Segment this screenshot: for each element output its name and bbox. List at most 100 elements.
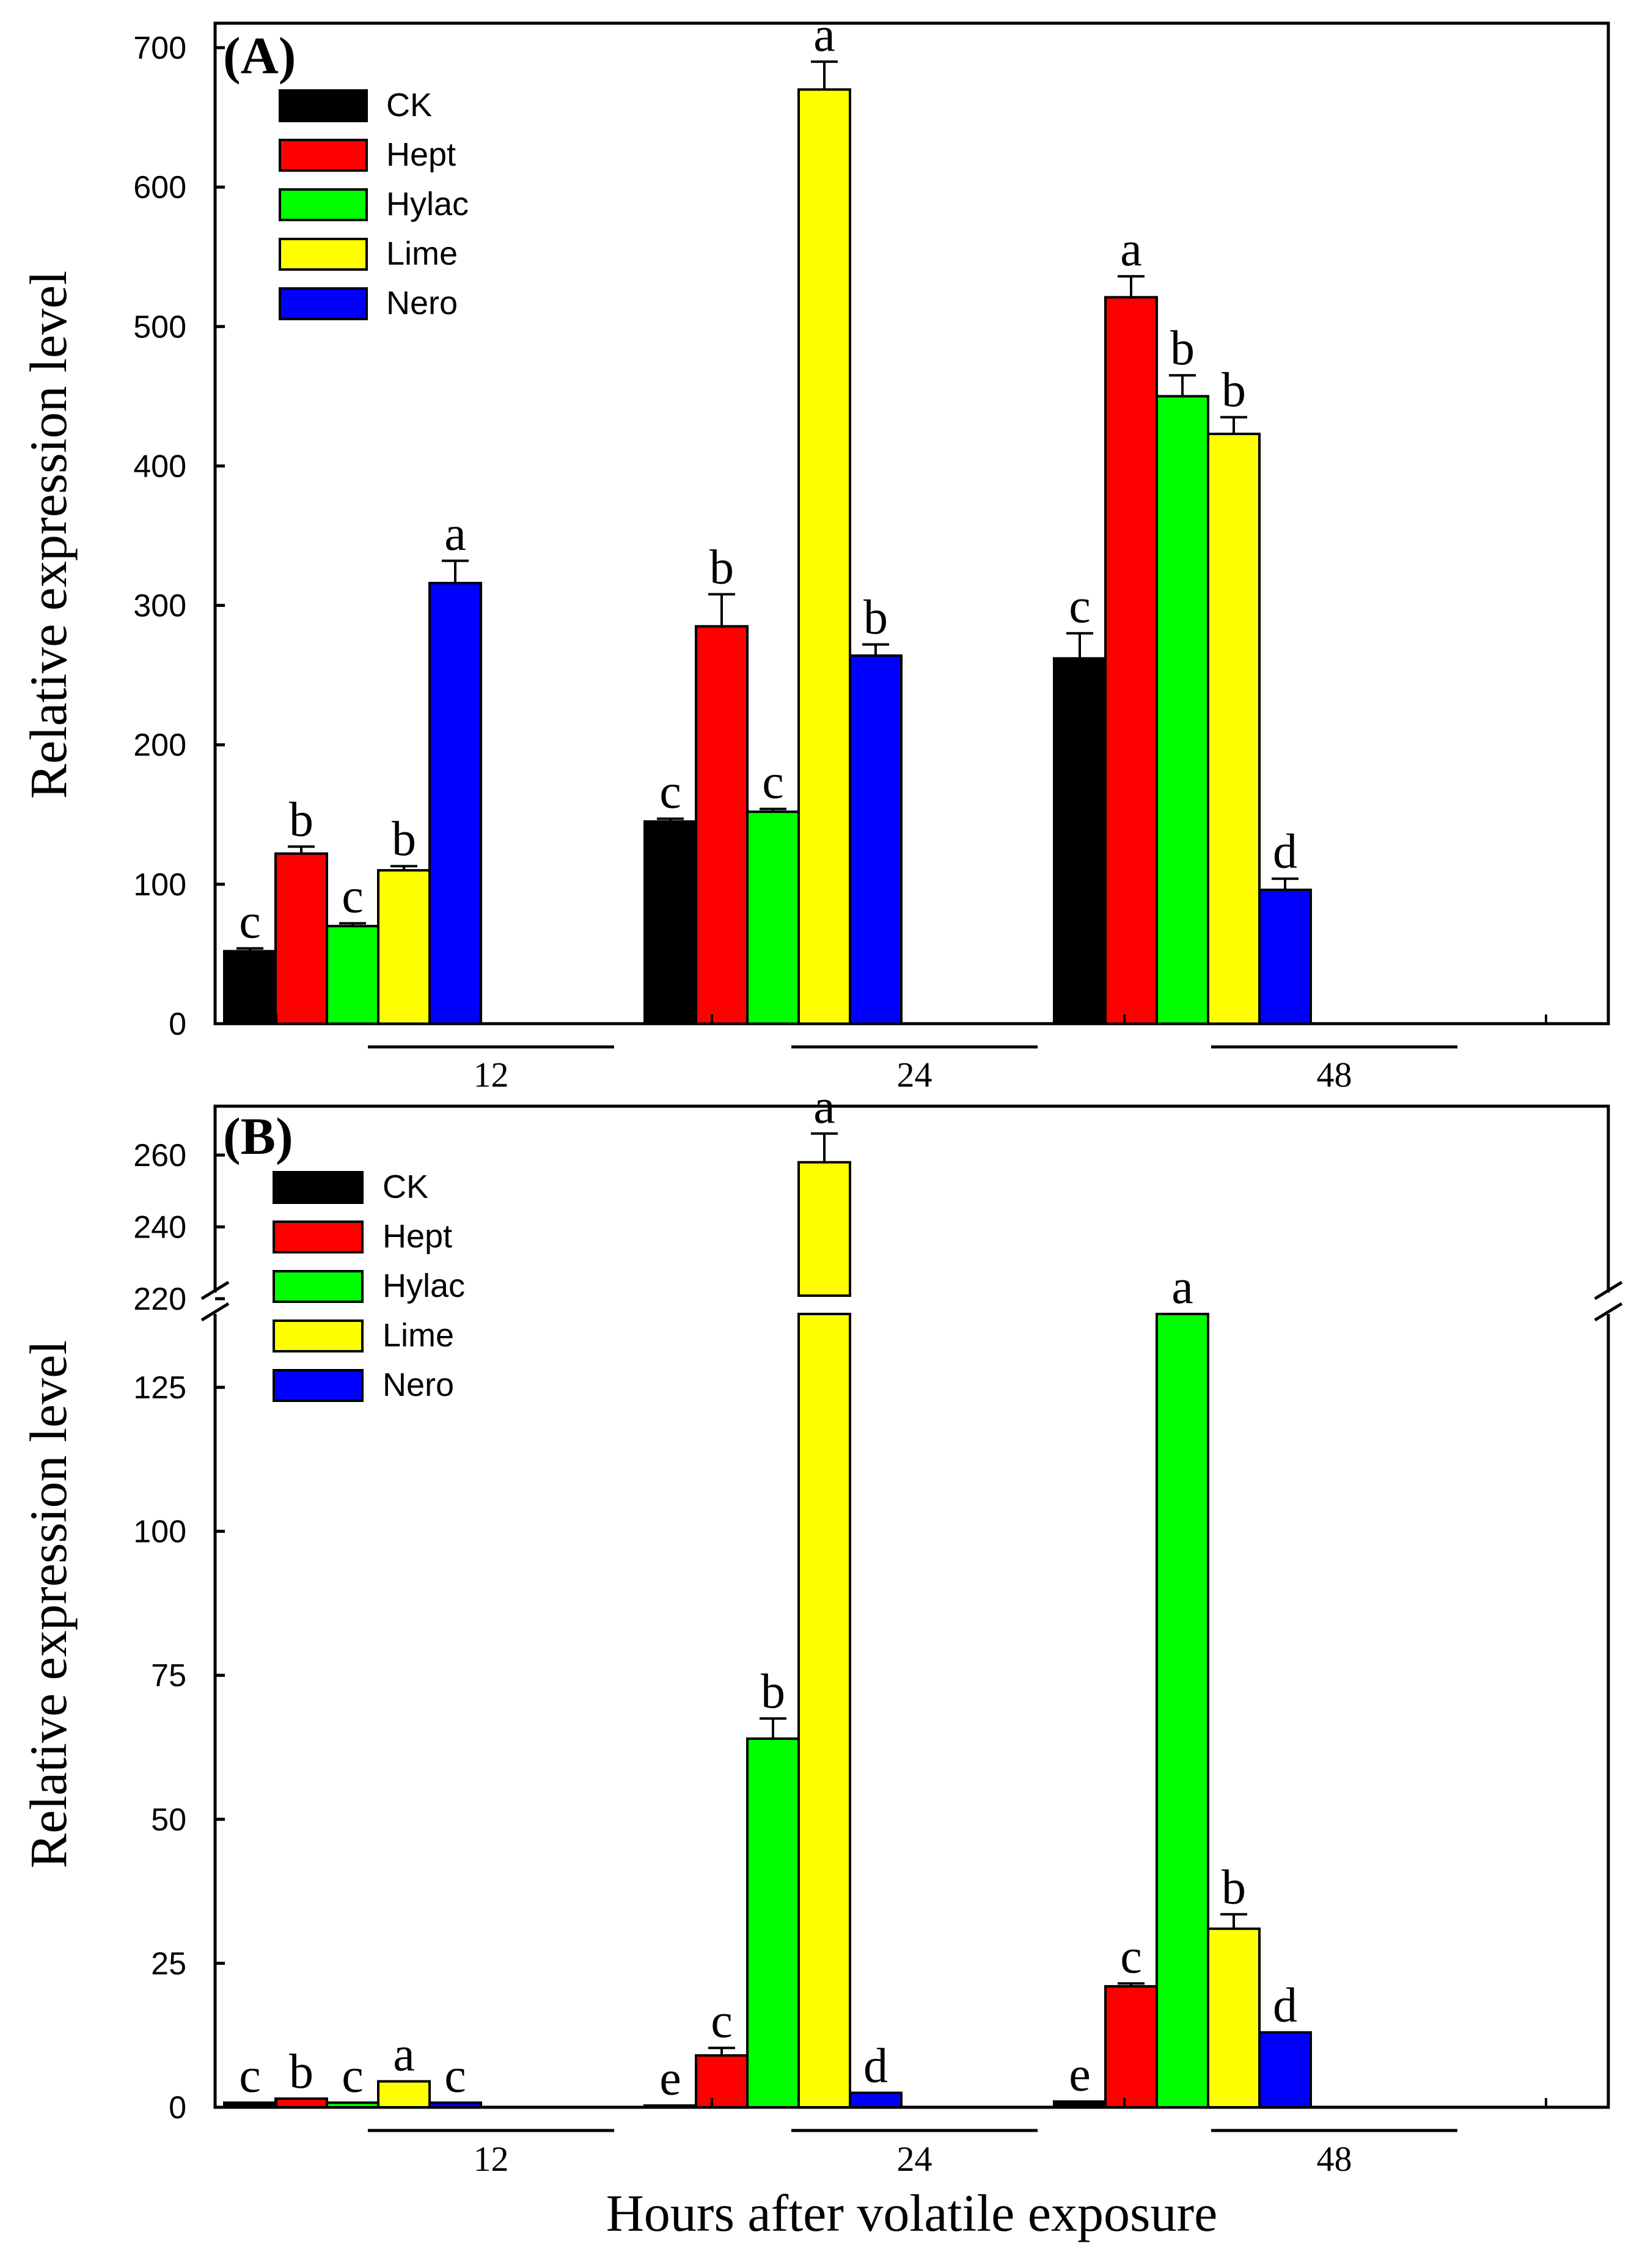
panel-b-bar-lime xyxy=(1207,1927,1261,2108)
panel-b-bar-ck xyxy=(1053,2100,1107,2108)
panel-a-legend-swatch-ck xyxy=(279,89,368,122)
panel-a-bar-lime xyxy=(377,869,431,1025)
panel-a-significance-letter: b xyxy=(289,793,313,846)
panel-a-x-axis: 12 24 48 xyxy=(275,1015,1547,1095)
panel-b-legend-label: Hylac xyxy=(383,1268,465,1304)
panel-a-bar-ck xyxy=(223,950,277,1026)
panel-b-significance-letter: c xyxy=(342,2049,364,2102)
panel-a-significance-letter: a xyxy=(444,507,466,561)
panel-a-x-tick-label: 12 xyxy=(474,1055,509,1095)
panel-b-bar-lime-upper xyxy=(797,1161,851,1297)
panel-a-legend-swatch-nero xyxy=(279,287,368,320)
panel-a-y-tick-label: 600 xyxy=(133,170,186,205)
panel-a-y-tick-label: 100 xyxy=(133,867,186,903)
panel-a-bar-hylac xyxy=(746,810,800,1026)
panel-b-bar-lime xyxy=(797,1313,851,2108)
panel-a-x-tick-label: 24 xyxy=(897,1055,932,1095)
panel-a-legend-label: Lime xyxy=(386,235,458,272)
panel-b-x-tick-label: 48 xyxy=(1317,2139,1352,2179)
panel-a-significance-letter: b xyxy=(709,540,734,594)
panel-b-legend-label: Nero xyxy=(383,1367,454,1403)
panel-a-frame xyxy=(213,21,1610,1026)
panel-b-y-tick-label: 75 xyxy=(151,1658,186,1694)
panel-b-significance-letter: b xyxy=(761,1665,785,1719)
panel-a-legend-label: Nero xyxy=(386,285,458,321)
panel-b-significance-letter: d xyxy=(1273,1978,1297,2032)
panel-b-frame-left-lower xyxy=(213,1314,1610,2109)
panel-b-legend-swatch-nero xyxy=(273,1369,364,1402)
panel-b-legend-swatch-ck xyxy=(273,1171,364,1204)
panel-a-significance-letter: a xyxy=(1120,222,1142,276)
panel-a-significance-letter: b xyxy=(392,812,416,866)
panel-a-significance-letter: c xyxy=(762,755,784,809)
panel-a-legend-swatch-hept xyxy=(279,139,368,172)
panel-b-significance-letter: d xyxy=(863,2039,888,2093)
panel-b-bar-ck xyxy=(223,2101,277,2108)
panel-b-bar-hylac xyxy=(1156,1313,1209,2108)
panel-a-label: (A) xyxy=(223,26,296,85)
panel-b-label: (B) xyxy=(223,1107,293,1165)
panel-b-legend-label: Hept xyxy=(383,1218,452,1255)
panel-b-significance-letter: c xyxy=(444,2049,466,2102)
panel-a-legend-label: Hept xyxy=(386,136,456,173)
panel-a-significance-letter: c xyxy=(1069,579,1091,633)
panel-b-bar-hept xyxy=(1104,1985,1158,2108)
panel-a-y-tick-label: 500 xyxy=(133,309,186,345)
panel-a-legend: CK Hept Hylac Lime Nero xyxy=(279,87,469,321)
panel-a-bar-lime xyxy=(1207,432,1261,1025)
panel-a-x-tick-label: 48 xyxy=(1317,1055,1352,1095)
panel-b-significance-letter: a xyxy=(813,1080,835,1134)
panel-b-significance-letter: e xyxy=(1069,2048,1091,2102)
panel-b-bar-ck xyxy=(643,2104,697,2109)
panel-a-bar-hept xyxy=(1104,296,1158,1025)
panel-b-legend-swatch-hylac xyxy=(273,1270,364,1303)
panel-a-bar-nero xyxy=(849,654,903,1025)
panel-a-bar-hylac xyxy=(1156,395,1209,1025)
panel-b-x-tick-label: 24 xyxy=(897,2139,932,2179)
panel-b-significance-letter: b xyxy=(289,2045,313,2099)
panel-b-significance-letter: a xyxy=(1171,1260,1193,1314)
panel-a-significance-letter: d xyxy=(1273,825,1297,879)
panel-a-bar-lime xyxy=(797,88,851,1025)
panel-a-significance-letter: b xyxy=(863,590,888,644)
panel-b-y-tick-label: 50 xyxy=(151,1802,186,1838)
panel-b-y-tick-label: 240 xyxy=(133,1210,186,1246)
panel-a-legend-swatch-hylac xyxy=(279,188,368,221)
panel-b-y-axis-title: Relative expression level xyxy=(19,1340,78,1869)
panel-b-bar-hept xyxy=(274,2097,328,2109)
panel-b-y-tick-label: 25 xyxy=(151,1946,186,1981)
panel-b-legend-label: CK xyxy=(383,1169,428,1205)
panel-a-bar-ck xyxy=(643,820,697,1025)
panel-b-y-tick-label: 125 xyxy=(133,1370,186,1406)
panel-a-significance-letter: b xyxy=(1170,321,1195,375)
panel-b-bar-nero xyxy=(849,2091,903,2108)
panel-a-bar-nero xyxy=(1258,888,1312,1026)
panel-a-bar-hept xyxy=(695,625,749,1025)
panel-a-y-axis: 0 100 200 300 400 500 600 700 xyxy=(133,31,225,1042)
panel-b-bar-hylac xyxy=(746,1737,800,2108)
panel-b-bar-nero xyxy=(428,2101,482,2108)
panel-b-legend-swatch-hept xyxy=(273,1220,364,1253)
panel-b-y-tick-label: 100 xyxy=(133,1514,186,1550)
panel-a-y-tick-label: 200 xyxy=(133,728,186,763)
panel-a-y-tick-label: 700 xyxy=(133,31,186,66)
panel-b-frame-left-upper xyxy=(213,1104,1610,1293)
panel-b-bar-nero xyxy=(1258,2031,1312,2109)
panel-a-y-tick-label: 0 xyxy=(169,1007,186,1042)
panel-b-axis-break-right xyxy=(1594,1280,1623,1322)
panel-b-legend-swatch-lime xyxy=(273,1319,364,1352)
panel-b-x-axis: 12 24 48 xyxy=(275,2098,1547,2179)
panel-b-axis-break-left xyxy=(200,1280,230,1322)
panel-a-bar-hept xyxy=(274,852,328,1026)
panel-a-significance-letter: c xyxy=(342,870,364,923)
panel-b-significance-letter: b xyxy=(1222,1860,1246,1914)
panel-b-y-tick-label: 0 xyxy=(169,2090,186,2126)
panel-b-bar-lime xyxy=(377,2080,431,2109)
panel-a-bar-hylac xyxy=(326,925,379,1026)
panel-a-significance-letter: b xyxy=(1222,364,1246,417)
